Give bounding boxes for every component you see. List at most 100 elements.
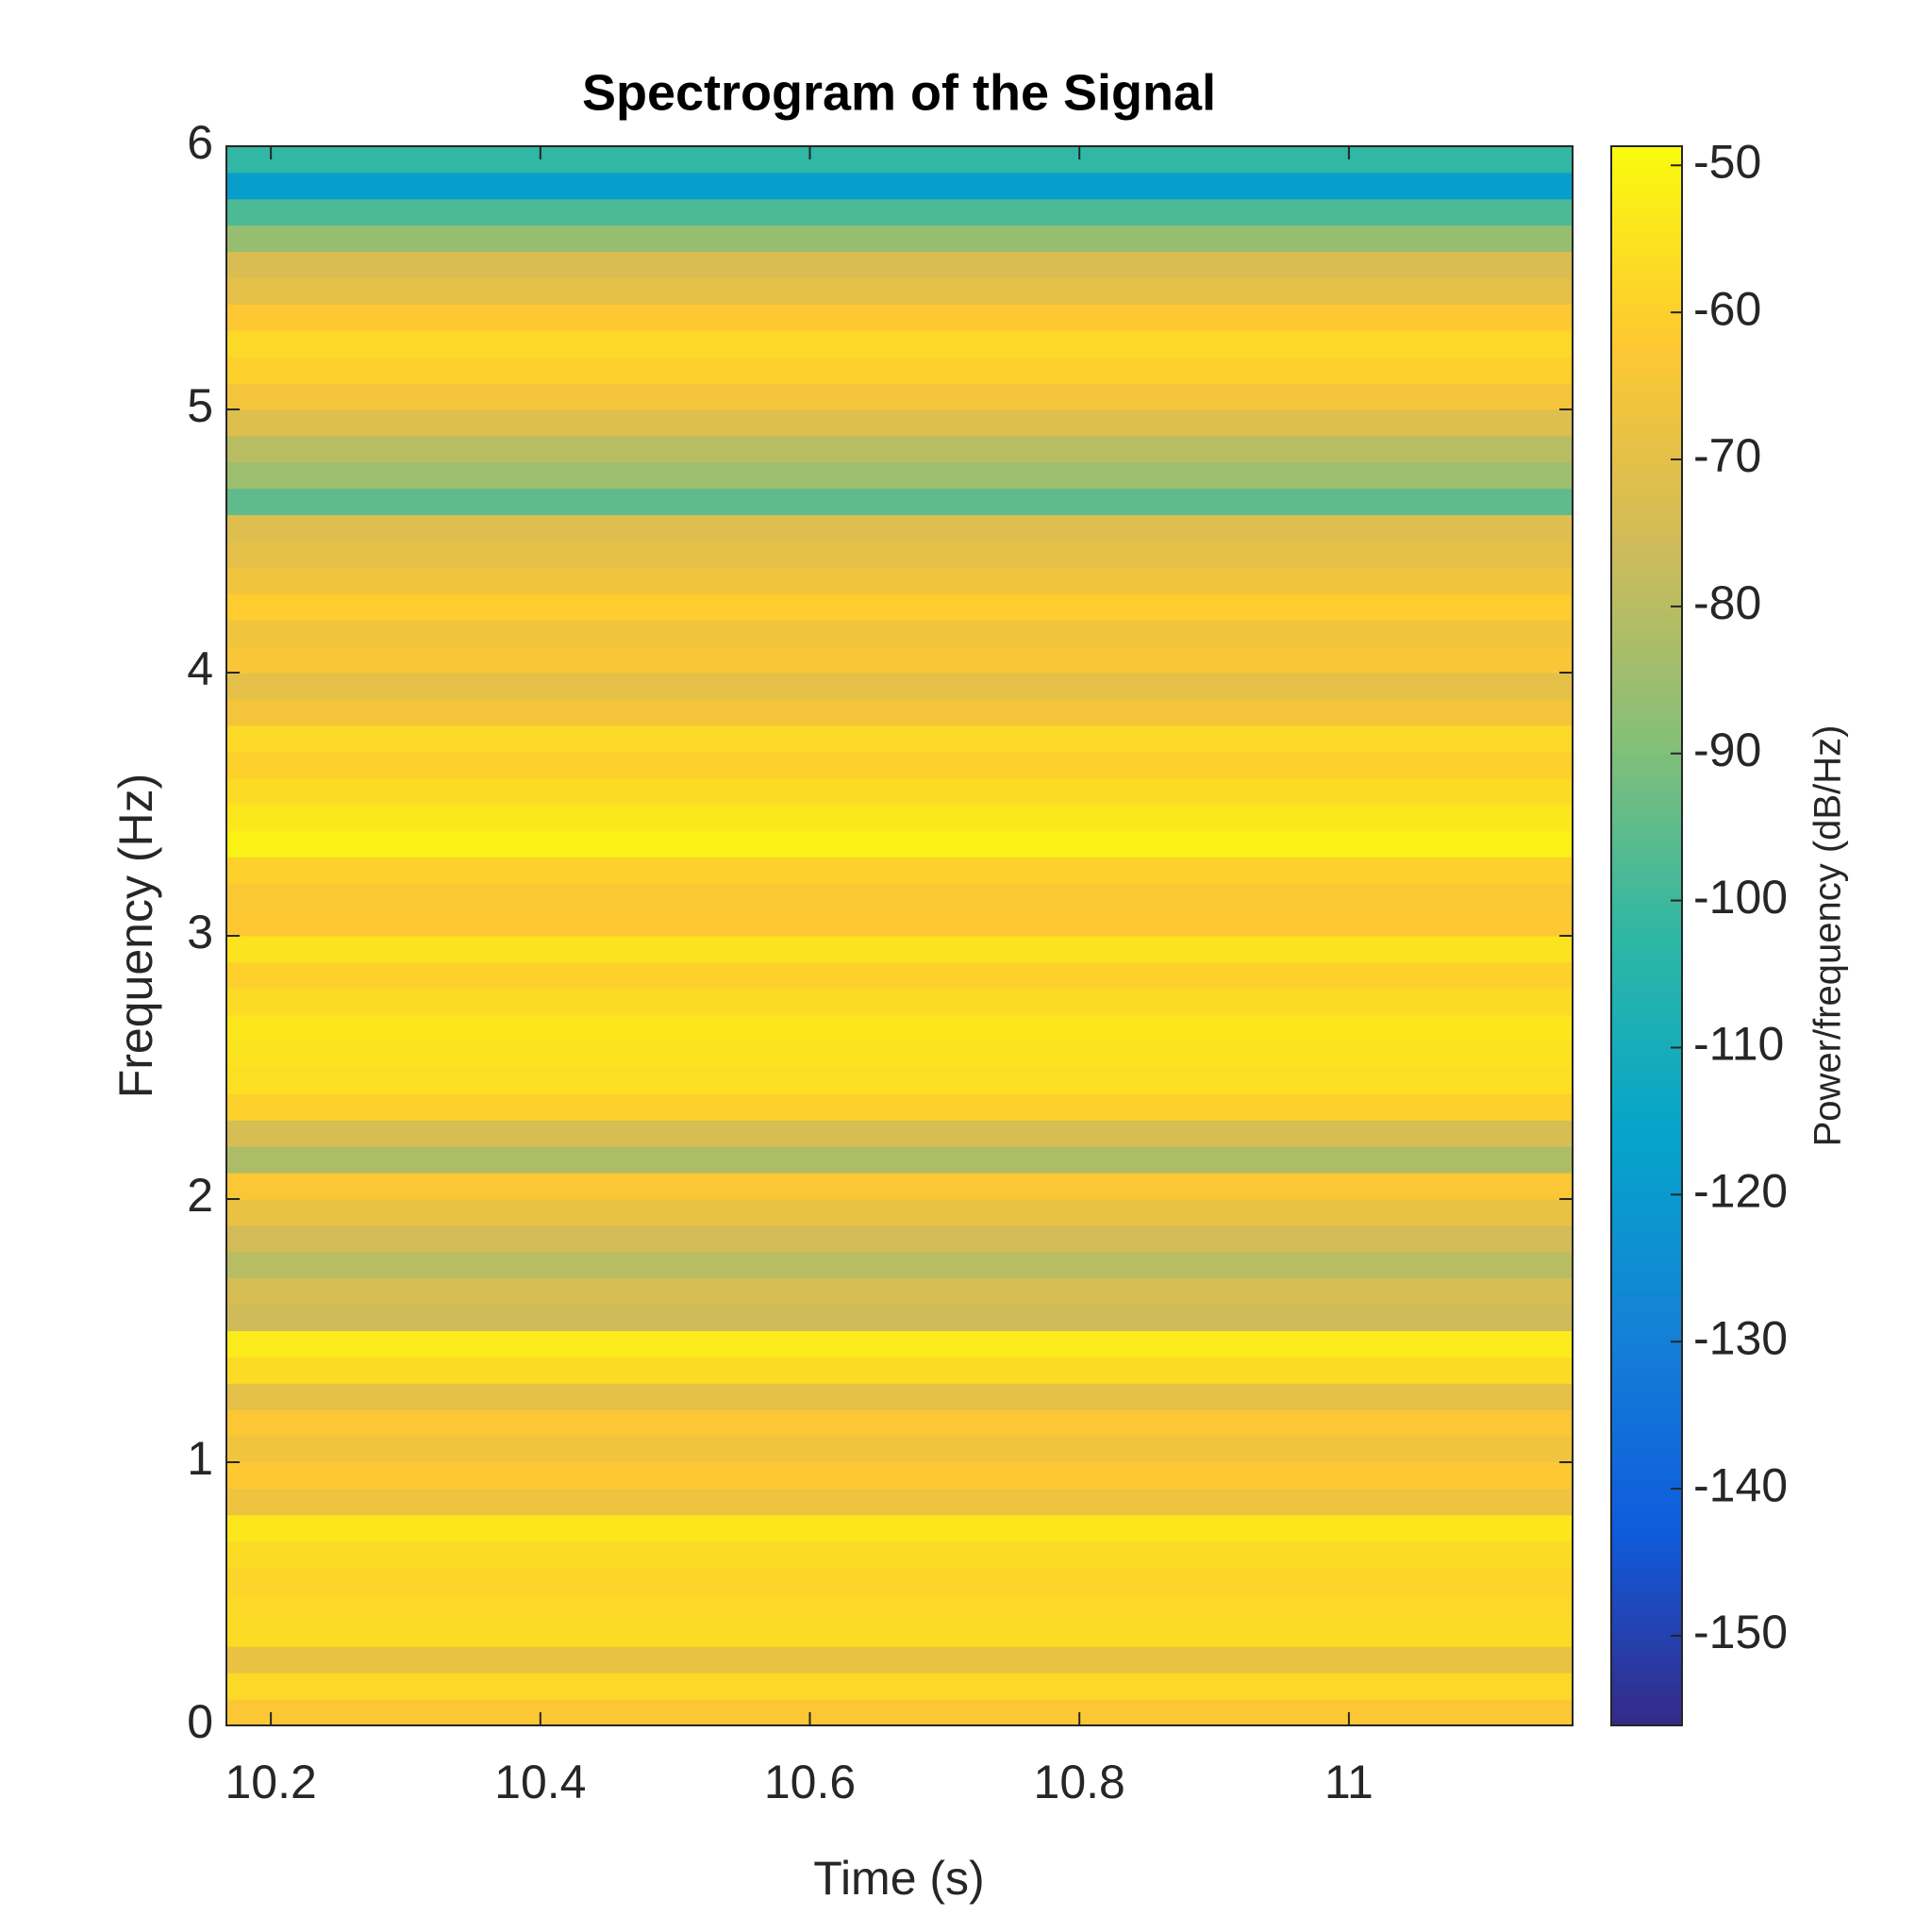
colorbar-swatch	[1611, 1709, 1682, 1719]
colorbar-swatch	[1611, 1070, 1682, 1079]
colorbar-swatch	[1611, 983, 1682, 992]
colorbar-swatch	[1611, 1424, 1682, 1434]
y-tick-label: 3	[187, 906, 213, 958]
colorbar-swatch	[1611, 548, 1682, 558]
colorbar-swatch	[1611, 1574, 1682, 1584]
colorbar-swatch	[1611, 1591, 1682, 1600]
colorbar-swatch	[1611, 1014, 1682, 1024]
colorbar-swatch	[1611, 873, 1682, 882]
colorbar-swatch	[1611, 667, 1682, 676]
colorbar-swatch	[1611, 1109, 1682, 1119]
heat-cell	[226, 1067, 1573, 1094]
colorbar-swatch	[1611, 707, 1682, 716]
colorbar-swatch	[1611, 272, 1682, 281]
colorbar-swatch	[1611, 1220, 1682, 1229]
colorbar-swatch	[1611, 233, 1682, 242]
colorbar-swatch	[1611, 477, 1682, 487]
colorbar-swatch	[1611, 927, 1682, 937]
colorbar-swatch	[1611, 320, 1682, 329]
colorbar-swatch	[1611, 1386, 1682, 1395]
colorbar-swatch	[1611, 1061, 1682, 1071]
colorbar-swatch	[1611, 1283, 1682, 1292]
colorbar-swatch	[1611, 1630, 1682, 1640]
colorbar-swatch	[1611, 1670, 1682, 1679]
colorbar-swatch	[1611, 880, 1682, 890]
colorbar-swatch	[1611, 367, 1682, 376]
colorbar-swatch	[1611, 533, 1682, 542]
heat-cell	[226, 1146, 1573, 1174]
colorbar-swatch	[1611, 311, 1682, 321]
colorbar-tick-label: -110	[1693, 1018, 1784, 1071]
colorbar-swatch	[1611, 675, 1682, 684]
colorbar-swatch	[1611, 1141, 1682, 1150]
colorbar-swatch	[1611, 461, 1682, 471]
colorbar-frame	[1610, 145, 1683, 1726]
colorbar-swatch	[1611, 1417, 1682, 1426]
heat-cell	[226, 830, 1573, 858]
colorbar-swatch	[1611, 375, 1682, 384]
colorbar-swatch	[1611, 217, 1682, 226]
colorbar-swatch	[1611, 801, 1682, 810]
colorbar-swatch	[1611, 170, 1682, 179]
colorbar-swatch	[1611, 177, 1682, 187]
heat-cell	[226, 514, 1573, 541]
colorbar-swatch	[1611, 1338, 1682, 1347]
heat-cell	[226, 1383, 1573, 1410]
colorbar-swatch	[1611, 841, 1682, 850]
colorbar-swatch	[1611, 517, 1682, 526]
colorbar-swatch	[1611, 936, 1682, 944]
heat-cell	[226, 1251, 1573, 1279]
heat-cell	[226, 1014, 1573, 1042]
colorbar-swatch	[1611, 746, 1682, 756]
colorbar-swatch	[1611, 991, 1682, 1000]
colorbar-swatch	[1611, 501, 1682, 510]
colorbar-swatch	[1611, 1623, 1682, 1632]
heat-cell	[226, 593, 1573, 621]
colorbar-swatch	[1611, 588, 1682, 597]
colorbar-swatch	[1611, 257, 1682, 266]
heat-cell	[226, 961, 1573, 990]
heat-cell	[226, 461, 1573, 490]
colorbar-swatch	[1611, 1457, 1682, 1466]
colorbar-swatch	[1611, 351, 1682, 360]
heat-cell	[226, 172, 1573, 200]
heat-cell	[226, 541, 1573, 568]
colorbar-swatch	[1611, 1157, 1682, 1166]
colorbar-swatch	[1611, 620, 1682, 629]
colorbar-swatch	[1611, 1173, 1682, 1182]
colorbar-swatch	[1611, 714, 1682, 724]
colorbar-swatch	[1611, 335, 1682, 344]
colorbar-swatch	[1611, 1307, 1682, 1316]
heat-cell	[226, 1173, 1573, 1200]
colorbar-swatch	[1611, 1330, 1682, 1340]
colorbar-swatch	[1611, 698, 1682, 708]
y-tick-label: 2	[187, 1169, 213, 1222]
colorbar-swatch	[1611, 1243, 1682, 1253]
colorbar-swatch	[1611, 398, 1682, 408]
heat-cell	[226, 225, 1573, 253]
heat-cell	[226, 857, 1573, 884]
colorbar-swatch	[1611, 161, 1682, 171]
colorbar-swatch	[1611, 1480, 1682, 1490]
heat-cell	[226, 751, 1573, 779]
colorbar-swatch	[1611, 1662, 1682, 1672]
colorbar-swatch	[1611, 225, 1682, 234]
colorbar-swatch	[1611, 809, 1682, 819]
colorbar-swatch	[1611, 1274, 1682, 1284]
colorbar-swatch	[1611, 904, 1682, 913]
colorbar-swatch	[1611, 1196, 1682, 1206]
colorbar-swatch	[1611, 1211, 1682, 1221]
y-axis-label: Frequency (Hz)	[109, 774, 162, 1099]
colorbar-swatch	[1611, 1599, 1682, 1608]
colorbar-swatch	[1611, 793, 1682, 803]
colorbar-swatch	[1611, 611, 1682, 621]
colorbar-swatch	[1611, 943, 1682, 953]
colorbar-swatch	[1611, 1346, 1682, 1356]
colorbar-swatch	[1611, 1370, 1682, 1379]
heat-cell	[226, 1357, 1573, 1384]
heat-cell	[226, 1409, 1573, 1437]
heat-cell	[226, 777, 1573, 805]
x-axis-label: Time (s)	[813, 1852, 984, 1905]
heat-cell	[226, 1646, 1573, 1674]
